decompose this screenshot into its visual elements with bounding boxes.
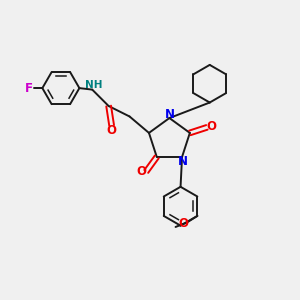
Text: NH: NH [85, 80, 102, 90]
Text: O: O [178, 217, 188, 230]
Text: N: N [164, 108, 174, 121]
Text: O: O [136, 165, 146, 178]
Text: F: F [25, 82, 33, 94]
Text: O: O [207, 120, 217, 133]
Text: O: O [106, 124, 117, 137]
Text: N: N [178, 155, 188, 168]
